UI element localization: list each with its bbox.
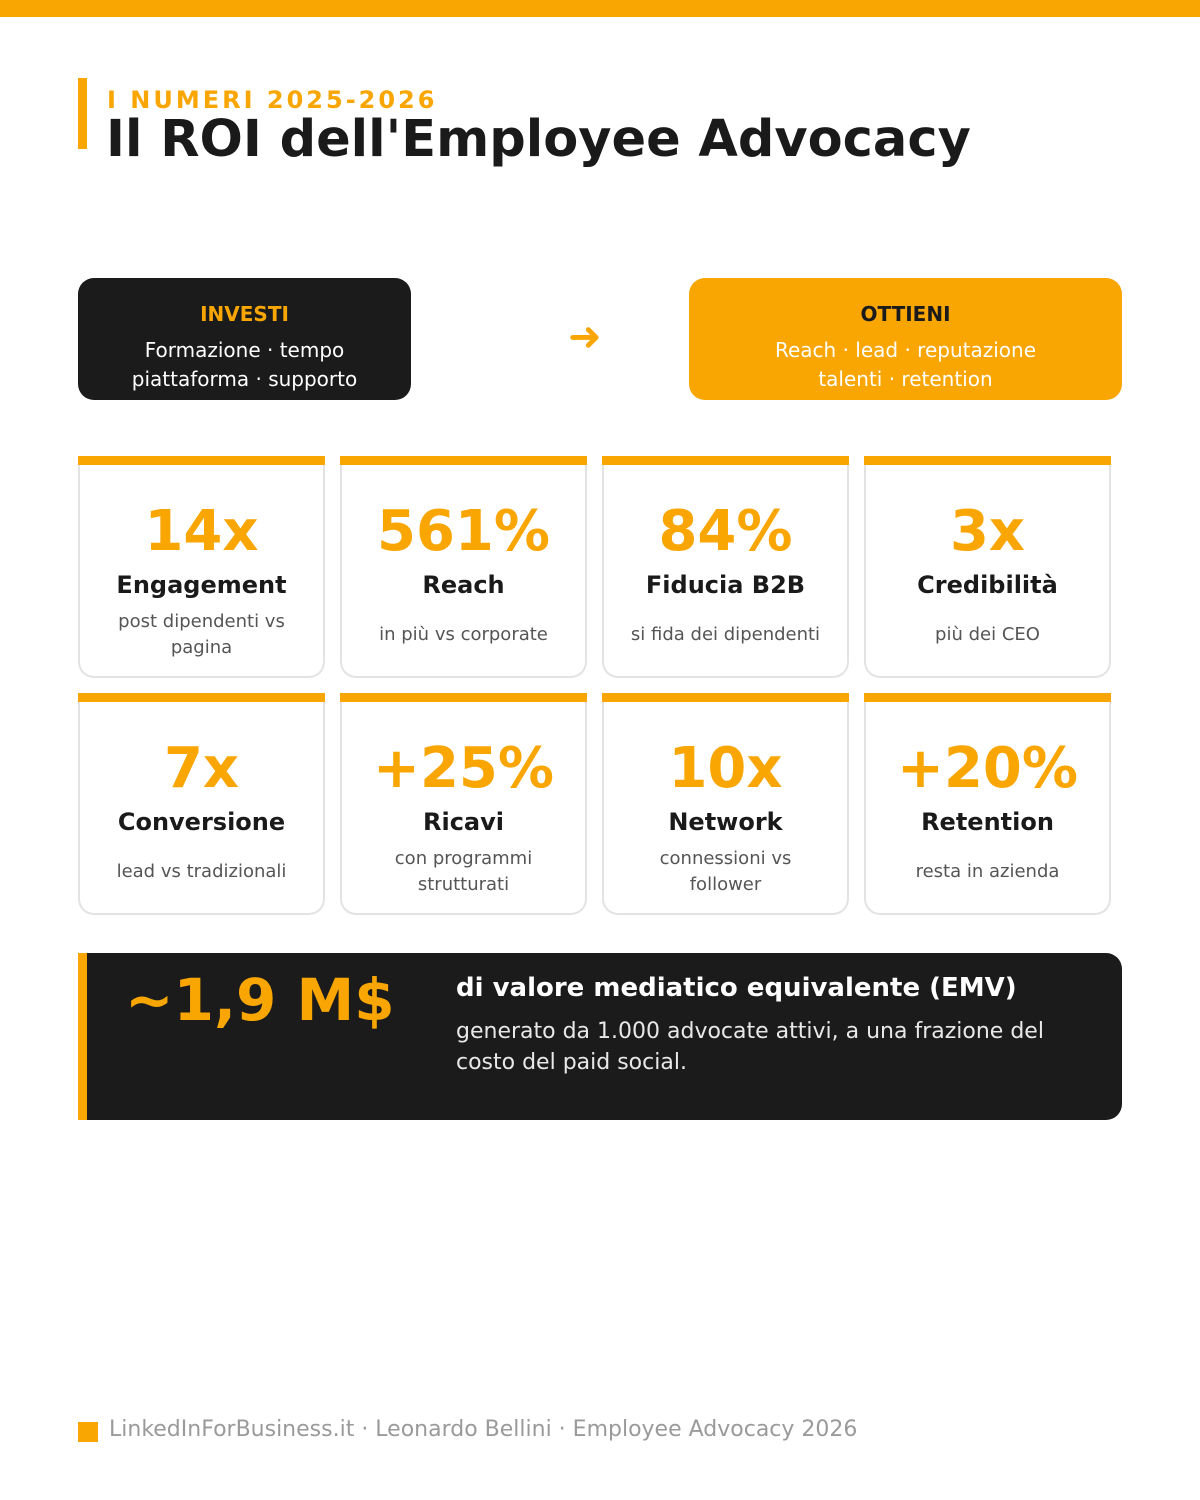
stat-label: Credibilità bbox=[917, 571, 1058, 599]
footer-square-icon bbox=[78, 1422, 98, 1442]
stat-value: 561% bbox=[376, 499, 550, 564]
top-accent-bar bbox=[0, 0, 1200, 17]
stat-desc: post dipendenti vs pagina bbox=[118, 611, 285, 658]
stat-card-ricavi: +25% Ricavi con programmi strutturati bbox=[340, 693, 587, 915]
card-accent-bar bbox=[864, 693, 1111, 702]
obtain-line: talenti · retention bbox=[818, 367, 993, 391]
stat-label: Reach bbox=[422, 571, 505, 599]
stat-card-conversione: 7x Conversione lead vs tradizionali bbox=[78, 693, 325, 915]
stat-value: 7x bbox=[163, 736, 240, 801]
card-accent-bar bbox=[340, 456, 587, 465]
stat-label: Engagement bbox=[116, 571, 287, 599]
stat-desc: più dei CEO bbox=[935, 624, 1040, 645]
stat-desc: resta in azienda bbox=[915, 861, 1060, 882]
emv-value: ~1,9 M$ bbox=[125, 966, 395, 1034]
obtain-line: Reach · lead · reputazione bbox=[774, 338, 1036, 362]
stat-card-reach: 561% Reach in più vs corporate bbox=[340, 456, 587, 678]
stat-desc: in più vs corporate bbox=[379, 624, 548, 645]
stat-label: Fiducia B2B bbox=[645, 571, 806, 599]
stat-desc: connessioni vs follower bbox=[659, 848, 792, 895]
emv-accent-bar bbox=[78, 953, 87, 1120]
obtain-title: OTTIENI bbox=[860, 302, 951, 326]
stat-card-engagement: 14x Engagement post dipendenti vs pagina bbox=[78, 456, 325, 678]
stat-value: 84% bbox=[658, 499, 793, 564]
page-title: Il ROI dell'Employee Advocacy bbox=[106, 110, 971, 169]
kicker: I NUMERI 2025-2026 bbox=[107, 86, 438, 114]
emv-banner: ~1,9 M$ di valore mediatico equivalente … bbox=[78, 953, 1122, 1120]
emv-desc: generato da 1.000 advocate attivi, a una… bbox=[456, 1019, 1044, 1075]
stat-label: Retention bbox=[921, 808, 1054, 836]
card-accent-bar bbox=[340, 693, 587, 702]
stat-desc: si fida dei dipendenti bbox=[630, 624, 821, 645]
stat-value: 10x bbox=[668, 736, 783, 801]
header-accent-bar bbox=[78, 78, 87, 149]
arrow-right-icon: ➜ bbox=[568, 314, 602, 360]
stat-card-fiducia: 84% Fiducia B2B si fida dei dipendenti bbox=[602, 456, 849, 678]
stat-card-credibilita: 3x Credibilità più dei CEO bbox=[864, 456, 1111, 678]
card-accent-bar bbox=[602, 456, 849, 465]
stat-card-network: 10x Network connessioni vs follower bbox=[602, 693, 849, 915]
invest-title: INVESTI bbox=[200, 302, 289, 326]
card-accent-bar bbox=[78, 693, 325, 702]
obtain-box: OTTIENI Reach · lead · reputazione talen… bbox=[689, 278, 1122, 400]
card-accent-bar bbox=[78, 456, 325, 465]
stat-desc: con programmi strutturati bbox=[394, 848, 533, 895]
stat-card-retention: +20% Retention resta in azienda bbox=[864, 693, 1111, 915]
emv-title: di valore mediatico equivalente (EMV) bbox=[456, 973, 1017, 1003]
stat-label: Network bbox=[668, 808, 783, 836]
stat-label: Ricavi bbox=[423, 808, 504, 836]
card-accent-bar bbox=[602, 693, 849, 702]
footer-credit: LinkedInForBusiness.it · Leonardo Bellin… bbox=[109, 1417, 858, 1442]
invest-box: INVESTI Formazione · tempo piattaforma ·… bbox=[78, 278, 411, 400]
stat-value: 14x bbox=[144, 499, 259, 564]
stat-desc: lead vs tradizionali bbox=[116, 861, 287, 882]
stat-value: +25% bbox=[373, 736, 554, 801]
card-accent-bar bbox=[864, 456, 1111, 465]
stat-value: 3x bbox=[949, 499, 1026, 564]
stat-value: +20% bbox=[897, 736, 1078, 801]
invest-line: piattaforma · supporto bbox=[131, 367, 358, 391]
invest-line: Formazione · tempo bbox=[144, 338, 345, 362]
stat-label: Conversione bbox=[117, 808, 286, 836]
